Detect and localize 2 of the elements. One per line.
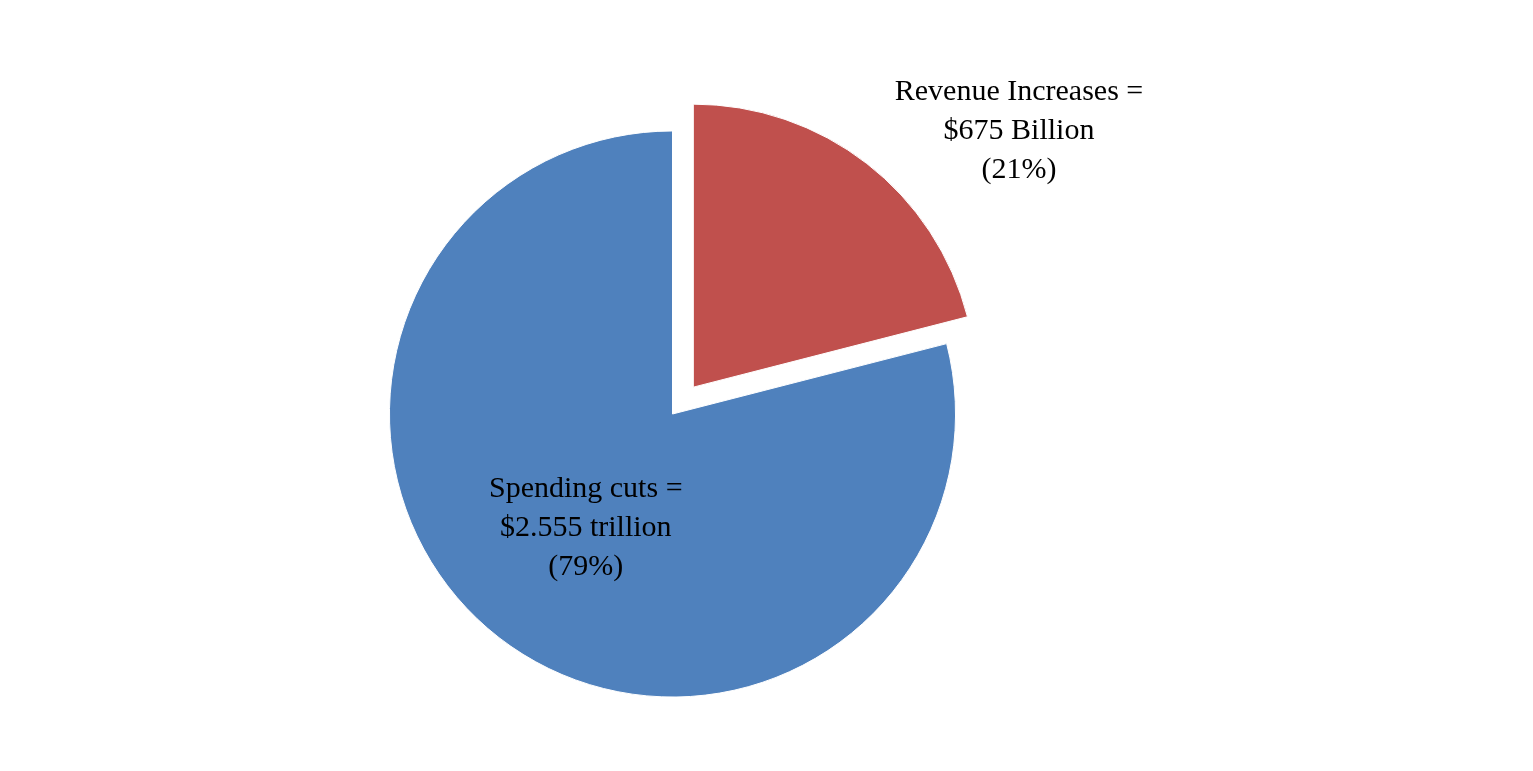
slice-label: Revenue Increases = $675 Billion (21%) [894, 72, 1144, 185]
slice-label: Spending cuts = $2.555 trillion (79%) [488, 469, 683, 582]
